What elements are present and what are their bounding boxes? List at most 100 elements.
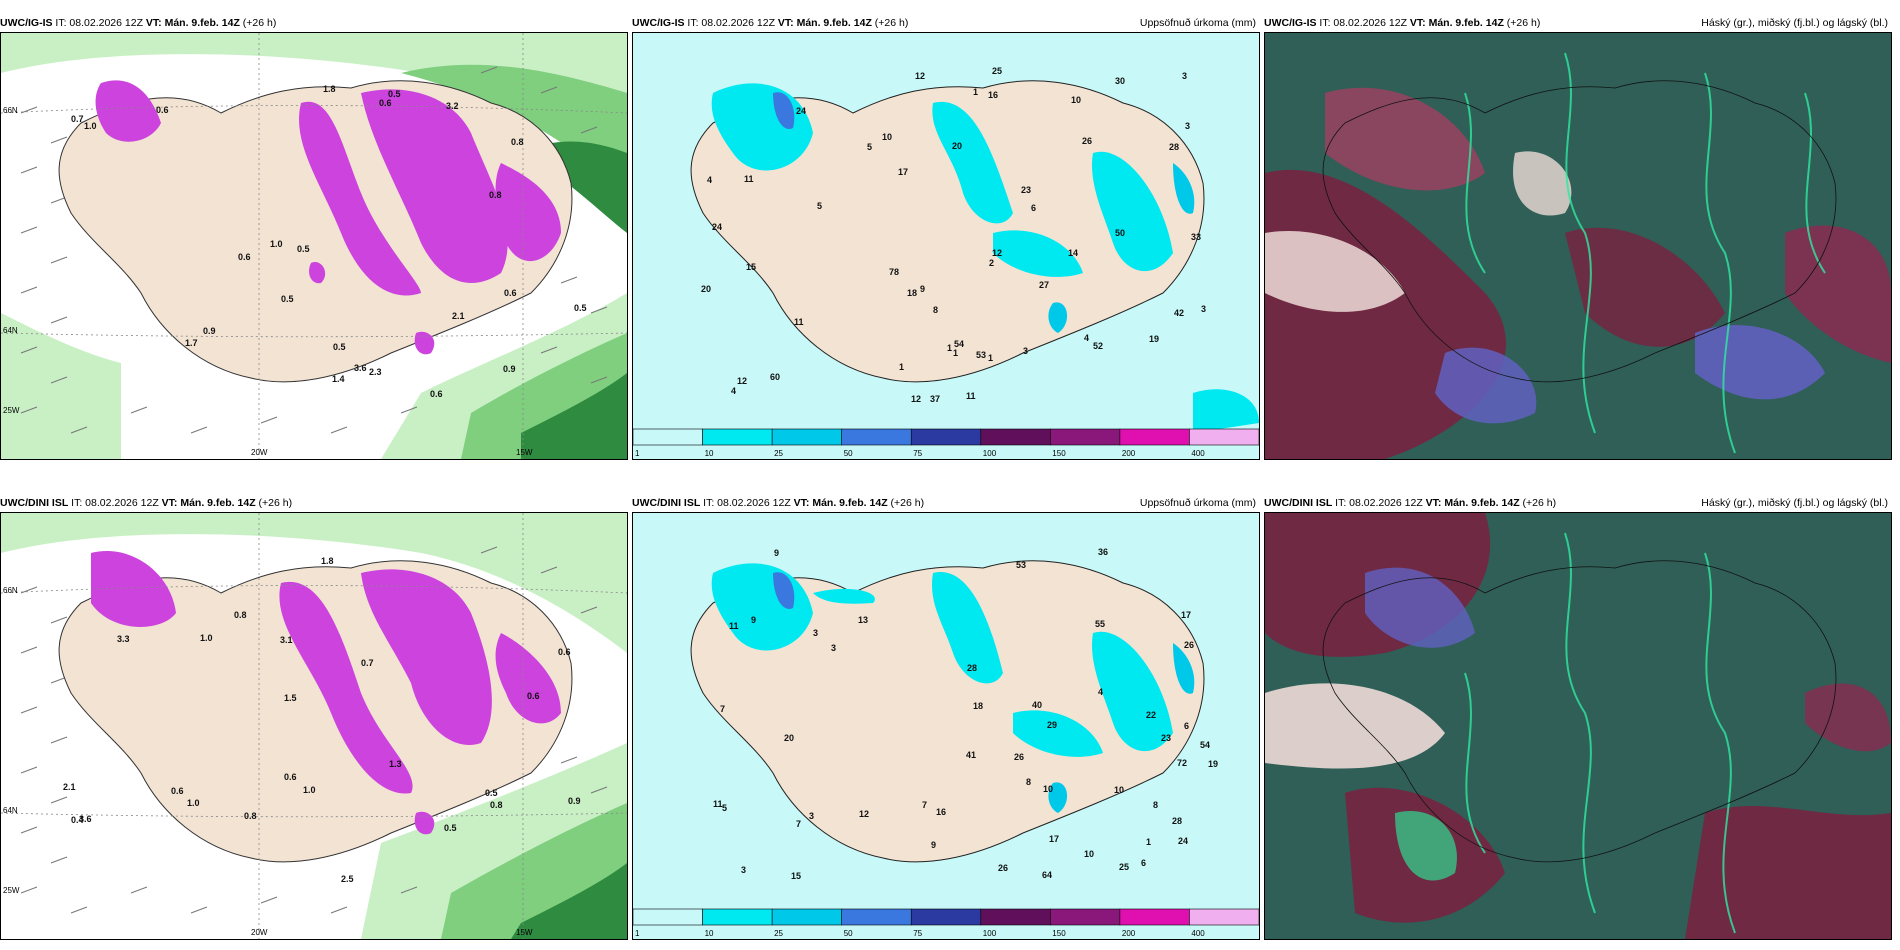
- value-label: 4: [1098, 687, 1103, 697]
- value-label: 20: [701, 284, 711, 294]
- value-label: 0.6: [504, 288, 517, 298]
- value-label: 33: [1191, 232, 1201, 242]
- value-label: 3.1: [280, 635, 293, 645]
- map-clouds[interactable]: [1264, 32, 1892, 460]
- value-label: 4: [1084, 333, 1089, 343]
- value-label: 0.6: [430, 389, 443, 399]
- map-precipitation[interactable]: 4 4 10 5 3 1 2 1 12 16 78 28 50 24 26 27 33 37 42 54 11 20 15 1…: [632, 32, 1260, 460]
- value-label: 2.3: [369, 367, 382, 377]
- map-svg: 5991071529726454222828411217181611231726…: [633, 513, 1259, 939]
- value-label: 50: [1115, 228, 1125, 238]
- value-label: 26: [1184, 640, 1194, 650]
- value-label: 1.7: [185, 338, 198, 348]
- lon-label-left: 20W: [251, 928, 268, 937]
- value-label: 0.5: [281, 294, 294, 304]
- map-svg: [1265, 513, 1891, 939]
- value-label: 18: [907, 288, 917, 298]
- lat-label-top: 66N: [3, 586, 18, 595]
- panel-title: UWC/IG-IS IT: 08.02.2026 12Z VT: Mán. 9.…: [1264, 14, 1892, 32]
- value-label: 0.7: [71, 114, 84, 124]
- panel-clouds-igis: UWC/IG-IS IT: 08.02.2026 12Z VT: Mán. 9.…: [1264, 14, 1892, 460]
- map-wind-snow[interactable]: 66N 64N 20W 15W 25W 0.6 3.2 3.6 0.5 0.9 0.8 2.…: [0, 32, 628, 460]
- legend-swatch: [910, 428, 982, 446]
- value-label: 0.8: [489, 190, 502, 200]
- value-label: 9: [931, 840, 936, 850]
- legend-swatch: [1119, 908, 1190, 926]
- value-label: 1: [899, 362, 904, 372]
- panel-title: UWC/DINI ISL IT: 08.02.2026 12Z VT: Mán.…: [1264, 494, 1892, 512]
- value-label: 22: [1146, 710, 1156, 720]
- value-label: 16: [988, 90, 998, 100]
- legend-swatch: [1189, 428, 1259, 446]
- value-label: 5: [722, 803, 727, 813]
- value-label: 25: [992, 66, 1002, 76]
- value-label: 36: [1098, 547, 1108, 557]
- legend-swatch: [910, 908, 982, 926]
- value-label: 0.8: [234, 610, 247, 620]
- value-label: 1: [973, 87, 978, 97]
- map-precipitation[interactable]: 5 9 9 10 7 15 29 72 64 54 22 28 28 41 12 17 18 16 11 23 17 26…: [632, 512, 1260, 940]
- value-labels: 0.6 0.8 2.5 3.6 3.3 1.0 0.9 1.5 2.1 1.8 0.7 0.5 1.3 0…: [63, 556, 581, 884]
- value-label: 54: [954, 339, 964, 349]
- value-label: 1.4: [332, 374, 345, 384]
- value-label: 72: [1177, 758, 1187, 768]
- value-label: 1.0: [200, 633, 213, 643]
- value-label: 64: [1042, 870, 1052, 880]
- value-label: 0.5: [485, 788, 498, 798]
- value-label: 0.8: [511, 137, 524, 147]
- value-label: 54: [1200, 740, 1210, 750]
- value-label: 8: [1153, 800, 1158, 810]
- legend-label: 25: [774, 929, 783, 938]
- map-svg: 66N 64N 20W 15W 25W 0.6 3.2 3.6 0.5 0.9 0.8 2.…: [1, 33, 627, 459]
- value-label: 6: [1184, 721, 1189, 731]
- value-label: 10: [1043, 784, 1053, 794]
- value-label: 20: [784, 733, 794, 743]
- value-label: 15: [746, 262, 756, 272]
- panel-right-title: Háský (gr.), miðský (fj.bl.) og lágský (…: [1701, 17, 1888, 29]
- value-label: 53: [1016, 560, 1026, 570]
- value-label: 24: [796, 106, 806, 116]
- value-label: 37: [930, 394, 940, 404]
- value-label: 12: [859, 809, 869, 819]
- lat-label-bottom: 64N: [3, 806, 18, 815]
- value-label: 9: [920, 284, 925, 294]
- value-label: 1.3: [389, 759, 402, 769]
- value-label: 0.9: [568, 796, 581, 806]
- value-label: 0.6: [558, 647, 571, 657]
- lon-label-corner: 25W: [3, 886, 20, 895]
- value-label: 7: [922, 800, 927, 810]
- value-labels: 5991071529726454222828411217181611231726…: [713, 547, 1218, 881]
- value-label: 42: [1174, 308, 1184, 318]
- value-label: 0.6: [171, 786, 184, 796]
- lon-label-right: 15W: [516, 928, 533, 937]
- legend-label: 50: [844, 449, 853, 458]
- legend-swatch: [841, 908, 912, 926]
- value-label: 26: [1082, 136, 1092, 146]
- panel-precip-igis: UWC/IG-IS IT: 08.02.2026 12Z VT: Mán. 9.…: [632, 14, 1260, 460]
- value-label: 0.5: [297, 244, 310, 254]
- value-label: 1.0: [84, 121, 97, 131]
- value-label: 28: [1169, 142, 1179, 152]
- legend-swatch: [702, 908, 773, 926]
- value-label: 3: [831, 643, 836, 653]
- map-wind-snow[interactable]: 66N 64N 20W 15W 25W 0.6 0.8 2.5 3.6 3.3 1.0 0.…: [0, 512, 628, 940]
- map-clouds[interactable]: [1264, 512, 1892, 940]
- value-label: 10: [1114, 785, 1124, 795]
- value-label: 3: [1023, 346, 1028, 356]
- value-label: 4: [707, 175, 712, 185]
- panel-right-title: Uppsöfnuð úrkoma (mm): [1139, 497, 1256, 509]
- legend-swatch: [980, 908, 1051, 926]
- value-label: 12: [737, 376, 747, 386]
- legend-swatch: [771, 428, 843, 446]
- value-label: 28: [967, 663, 977, 673]
- map-svg: 66N 64N 20W 15W 25W 0.60.82.53.63.3 1.00.…: [1, 513, 627, 939]
- value-label: 0.8: [244, 811, 257, 821]
- value-label: 12: [992, 248, 1002, 258]
- snowfall-areas: [95, 80, 561, 355]
- legend-swatch: [633, 908, 703, 926]
- legend-label: 150: [1052, 449, 1066, 458]
- value-label: 53: [976, 350, 986, 360]
- value-label: 29: [1047, 720, 1057, 730]
- value-label: 0.6: [379, 98, 392, 108]
- value-label: 23: [1161, 733, 1171, 743]
